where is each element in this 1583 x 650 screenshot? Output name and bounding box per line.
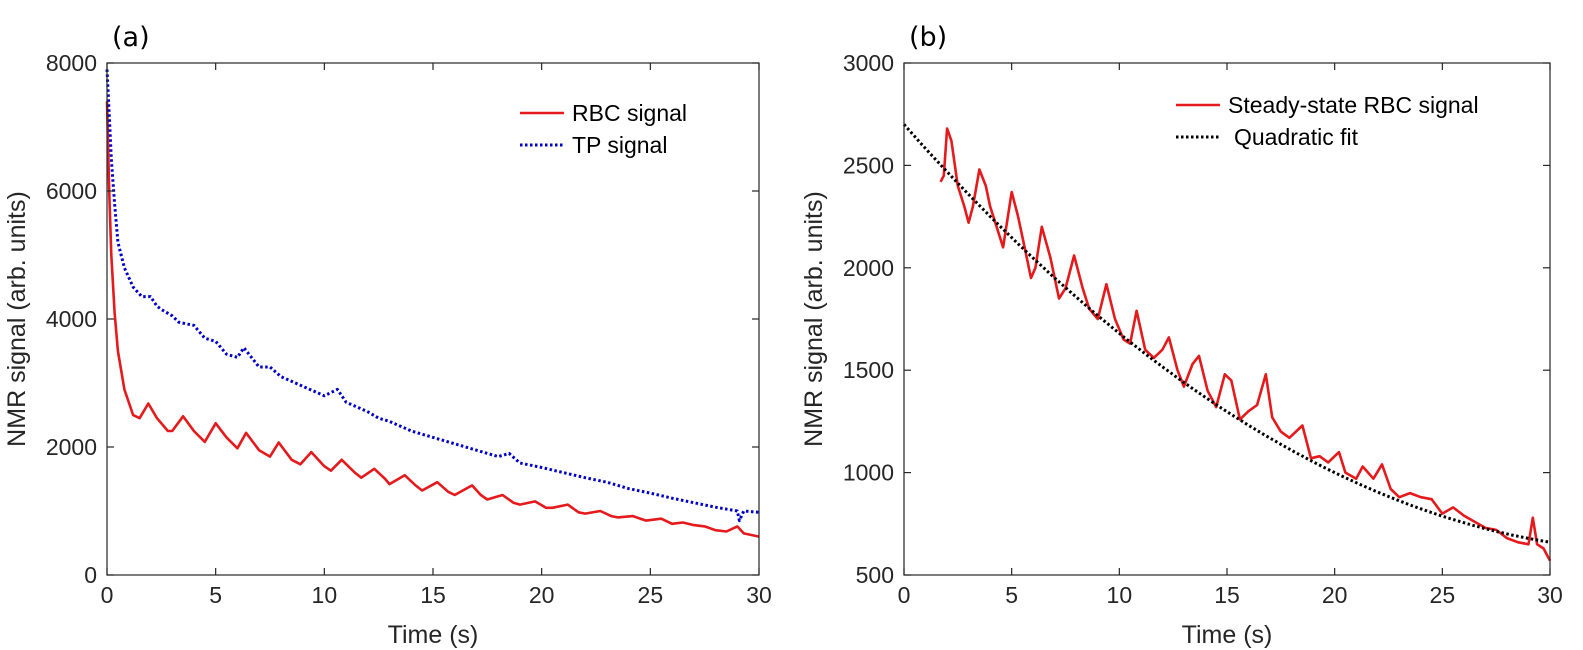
panel-a: (a) 0 5 10 15 20 25 30 0 2000 4000 6000 8000 Time (s)…	[3, 22, 772, 649]
legend-label: Quadratic fit	[1234, 124, 1359, 150]
y-tick-label: 500	[856, 562, 894, 588]
x-tick-label: 0	[101, 582, 114, 608]
x-tick-label: 5	[1005, 582, 1018, 608]
y-tick-label: 8000	[46, 50, 97, 76]
y-tick-label: 2000	[843, 255, 894, 281]
x-tick-label: 15	[420, 582, 446, 608]
x-tick-label: 20	[529, 582, 555, 608]
y-tick-label: 0	[84, 562, 97, 588]
y-tick-label: 6000	[46, 178, 97, 204]
y-tick-label: 2000	[46, 434, 97, 460]
legend-label: TP signal	[572, 132, 667, 158]
x-tick-label: 20	[1322, 582, 1348, 608]
x-tick-label: 15	[1214, 582, 1240, 608]
x-tick-label: 30	[746, 582, 772, 608]
x-tick-label: 5	[209, 582, 222, 608]
series-line-quadratic-fit	[902, 123, 1551, 544]
x-tick-label: 10	[312, 582, 338, 608]
series-line-steady-state-rbc-signal	[939, 127, 1552, 562]
x-axis-label: Time (s)	[388, 621, 479, 649]
plot-frame	[903, 62, 1551, 576]
x-axis-label: Time (s)	[1182, 621, 1273, 649]
y-tick-label: 2500	[843, 152, 894, 178]
series-line-rbc-signal	[105, 101, 760, 538]
x-tick-label: 25	[1430, 582, 1456, 608]
x-tick-label: 0	[898, 582, 911, 608]
x-tick-label: 25	[638, 582, 664, 608]
legend: Steady-state RBC signal Quadratic fit	[1176, 92, 1479, 150]
y-tick-label: 4000	[46, 306, 97, 332]
legend: RBC signal TP signal	[520, 100, 687, 158]
panel-label: (a)	[112, 22, 150, 53]
y-tick-label: 1500	[843, 357, 894, 383]
x-tick-label: 10	[1107, 582, 1133, 608]
y-tick-label: 1000	[843, 460, 894, 486]
y-axis-label: NMR signal (arb. units)	[800, 191, 828, 447]
legend-label: Steady-state RBC signal	[1228, 92, 1479, 118]
y-tick-label: 3000	[843, 50, 894, 76]
y-axis-label: NMR signal (arb. units)	[3, 191, 31, 447]
panel-b: (b) 0 5 10 15 20 25 30 500 1000 1500 2000 2500 3000 Ti…	[800, 22, 1563, 649]
panel-label: (b)	[909, 22, 947, 53]
series-line-tp-signal	[105, 69, 760, 523]
x-tick-label: 30	[1537, 582, 1563, 608]
legend-label: RBC signal	[572, 100, 687, 126]
